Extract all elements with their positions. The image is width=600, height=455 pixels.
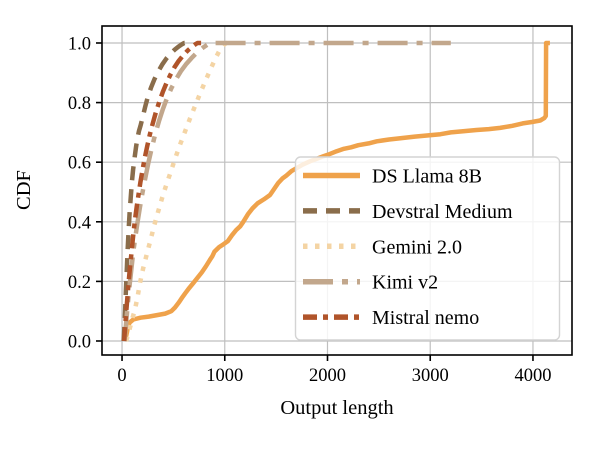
y-axis-title: CDF (13, 170, 35, 210)
curve-gemini-2-0 (123, 40, 230, 342)
curve-mistral-nemo (121, 40, 202, 342)
y-tick-label: 0.0 (68, 332, 91, 352)
plot-frame (101, 25, 573, 356)
legend-label-ds-llama-8b: DS Llama 8B (372, 166, 482, 188)
y-tick-label: 0.8 (68, 94, 91, 114)
legend-label-gemini-2-0: Gemini 2.0 (372, 236, 462, 258)
y-tick-label: 0.2 (68, 273, 91, 293)
curve-devstral-medium (121, 40, 188, 342)
x-tick-label: 0 (117, 366, 126, 386)
legend-label-mistral-nemo: Mistral nemo (372, 307, 479, 329)
legend-label-kimi-v2: Kimi v2 (372, 272, 438, 294)
legend: DS Llama 8B Devstral Medium Gemini 2.0 Kimi… (294, 156, 561, 341)
x-tick-label: 1000 (206, 366, 243, 386)
y-tick-label: 1.0 (68, 34, 91, 54)
y-tick-label: 0.6 (68, 154, 91, 174)
axis-tick-labels: 0 1000 2000 3000 4000 0.0 0.2 0.4 0.6 0.8 1.0 (68, 34, 552, 386)
legend-box (294, 156, 561, 341)
x-tick-label: 2000 (309, 366, 346, 386)
cdf-curves (121, 40, 550, 342)
y-tick-label: 0.4 (68, 213, 91, 233)
legend-label-devstral-medium: Devstral Medium (372, 201, 513, 223)
x-axis-title: Output length (280, 397, 393, 419)
curve-ds-llama-8b (122, 40, 550, 342)
x-tick-label: 4000 (514, 366, 551, 386)
x-tick-label: 3000 (412, 366, 449, 386)
axis-ticks (96, 42, 534, 361)
